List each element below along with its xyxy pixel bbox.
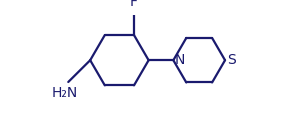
Text: S: S [227,53,235,67]
Text: N: N [175,53,185,67]
Text: F: F [130,0,138,9]
Text: H₂N: H₂N [52,86,78,100]
